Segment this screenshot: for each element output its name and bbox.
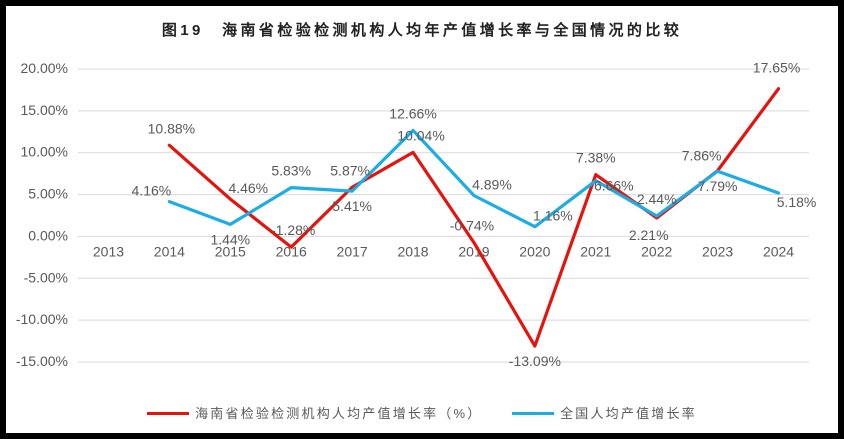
svg-text:5.18%: 5.18% xyxy=(777,194,817,210)
svg-text:-15.00%: -15.00% xyxy=(16,353,68,369)
svg-text:15.00%: 15.00% xyxy=(21,102,68,118)
svg-text:5.41%: 5.41% xyxy=(332,198,372,214)
svg-text:2020: 2020 xyxy=(519,243,550,259)
svg-text:10.00%: 10.00% xyxy=(21,144,68,160)
svg-text:2.44%: 2.44% xyxy=(637,191,677,207)
svg-text:-1.28%: -1.28% xyxy=(271,222,315,238)
svg-text:2018: 2018 xyxy=(397,243,428,259)
svg-text:-0.74%: -0.74% xyxy=(450,218,494,234)
svg-text:6.66%: 6.66% xyxy=(594,178,634,194)
svg-text:5.87%: 5.87% xyxy=(330,162,370,178)
svg-text:5.00%: 5.00% xyxy=(28,186,68,202)
svg-text:2.21%: 2.21% xyxy=(629,227,669,243)
svg-text:2013: 2013 xyxy=(93,243,124,259)
svg-text:4.89%: 4.89% xyxy=(472,176,512,192)
svg-text:7.38%: 7.38% xyxy=(576,150,616,166)
svg-text:2014: 2014 xyxy=(154,243,185,259)
svg-text:-5.00%: -5.00% xyxy=(24,269,68,285)
svg-text:0.00%: 0.00% xyxy=(28,227,68,243)
svg-text:20.00%: 20.00% xyxy=(21,60,68,76)
svg-text:2024: 2024 xyxy=(763,243,794,259)
svg-text:1.44%: 1.44% xyxy=(210,231,250,247)
svg-text:-10.00%: -10.00% xyxy=(16,311,68,327)
svg-text:12.66%: 12.66% xyxy=(389,105,436,121)
svg-text:4.16%: 4.16% xyxy=(132,183,172,199)
svg-text:7.79%: 7.79% xyxy=(698,178,738,194)
svg-text:10.88%: 10.88% xyxy=(148,120,195,136)
svg-text:17.65%: 17.65% xyxy=(753,60,800,76)
svg-text:1.16%: 1.16% xyxy=(533,208,573,224)
svg-text:2023: 2023 xyxy=(702,243,733,259)
svg-text:2021: 2021 xyxy=(580,243,611,259)
svg-text:2017: 2017 xyxy=(337,243,368,259)
svg-text:7.86%: 7.86% xyxy=(682,148,722,164)
svg-text:4.46%: 4.46% xyxy=(228,180,268,196)
svg-text:2022: 2022 xyxy=(641,243,672,259)
svg-text:-13.09%: -13.09% xyxy=(509,353,561,369)
svg-text:10.04%: 10.04% xyxy=(397,127,444,143)
svg-text:5.83%: 5.83% xyxy=(271,163,311,179)
